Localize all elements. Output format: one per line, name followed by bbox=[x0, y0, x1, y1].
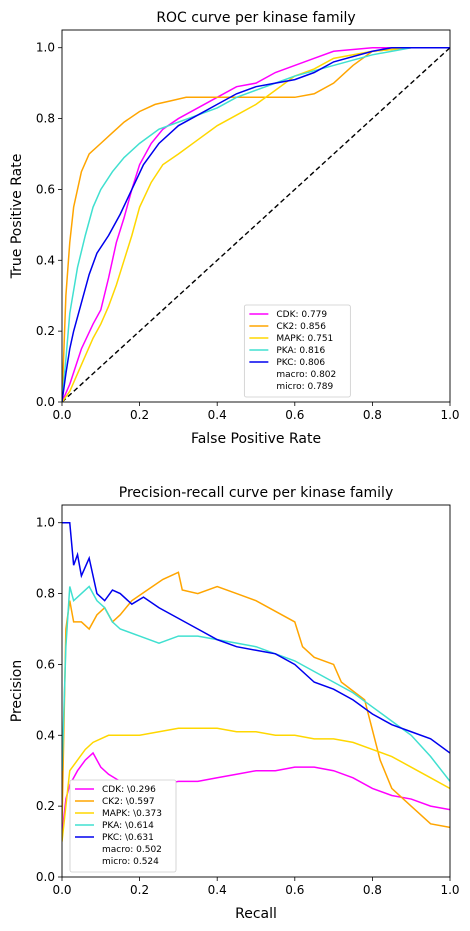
pr-title: Precision-recall curve per kinase family bbox=[119, 485, 393, 501]
legend-label: CK2: \0.597 bbox=[102, 797, 155, 807]
x-tick-label: 1.0 bbox=[440, 408, 459, 422]
y-tick-label: 0.8 bbox=[36, 587, 55, 601]
roc-chart: ROC curve per kinase family 0.0 0.2 0.4 0.6… bbox=[9, 10, 460, 447]
pr-chart: Precision-recall curve per kinase family… bbox=[9, 485, 460, 922]
series-line bbox=[62, 751, 450, 835]
legend-label: CK2: 0.856 bbox=[276, 322, 326, 332]
roc-xlabel: False Positive Rate bbox=[191, 431, 321, 447]
y-tick-label: 1.0 bbox=[36, 41, 55, 55]
series-line bbox=[62, 46, 450, 402]
y-tick-label: 0.4 bbox=[36, 253, 55, 267]
legend-label: MAPK: 0.751 bbox=[276, 334, 333, 344]
series-line bbox=[62, 521, 450, 754]
series-line bbox=[62, 585, 450, 782]
legend-label: macro: 0.502 bbox=[102, 845, 162, 855]
x-tick-label: 0.2 bbox=[130, 883, 149, 897]
y-tick-label: 1.0 bbox=[36, 516, 55, 530]
legend-label: micro: 0.524 bbox=[102, 857, 159, 867]
legend-label: PKC: 0.806 bbox=[276, 358, 325, 368]
x-tick-label: 0.8 bbox=[363, 408, 382, 422]
legend-label: MAPK: \0.373 bbox=[102, 809, 162, 819]
y-tick-label: 0.2 bbox=[36, 324, 55, 338]
series-line bbox=[62, 46, 450, 402]
x-tick-label: 0.0 bbox=[52, 883, 71, 897]
x-tick-label: 0.4 bbox=[208, 883, 227, 897]
y-tick-label: 0.6 bbox=[36, 182, 55, 196]
x-tick-label: 0.0 bbox=[52, 408, 71, 422]
axes-frame bbox=[61, 29, 451, 403]
legend: CDK: \0.296 CK2: \0.597 MAPK: \0.373 PKA: \… bbox=[69, 779, 177, 873]
series-line bbox=[62, 46, 450, 402]
legend: CDK: 0.779 CK2: 0.856 MAPK: 0.751 PKA: 0.81… bbox=[243, 304, 351, 398]
x-tick-label: 0.8 bbox=[363, 883, 382, 897]
series-line bbox=[62, 571, 450, 829]
legend-label: macro: 0.802 bbox=[276, 370, 336, 380]
axes-frame bbox=[61, 504, 451, 878]
pr-plot-area: 0.0 0.2 0.4 0.6 0.8 1.0 0.0 0.2 0.4 0.6 0.8 1.0 CDK:… bbox=[36, 504, 460, 897]
legend-label: CDK: \0.296 bbox=[102, 785, 156, 795]
series-line bbox=[62, 46, 450, 402]
legend-box bbox=[243, 304, 351, 398]
series-line bbox=[62, 727, 450, 842]
legend-label: PKA: 0.816 bbox=[276, 346, 325, 356]
y-tick-label: 0.0 bbox=[36, 870, 55, 884]
roc-plot-area: 0.0 0.2 0.4 0.6 0.8 1.0 0.0 0.2 0.4 0.6 0.8 1.0 CDK:… bbox=[36, 29, 460, 422]
legend-label: PKC: \0.631 bbox=[102, 833, 154, 843]
x-tick-label: 1.0 bbox=[440, 883, 459, 897]
y-tick-label: 0.8 bbox=[36, 112, 55, 126]
legend-label: CDK: 0.779 bbox=[276, 310, 327, 320]
y-tick-label: 0.4 bbox=[36, 728, 55, 742]
x-tick-label: 0.6 bbox=[285, 883, 304, 897]
x-tick-label: 0.6 bbox=[285, 408, 304, 422]
pr-xlabel: Recall bbox=[235, 906, 277, 922]
series-line bbox=[62, 46, 450, 402]
y-tick-label: 0.2 bbox=[36, 799, 55, 813]
legend-label: PKA: \0.614 bbox=[102, 821, 154, 831]
y-tick-label: 0.0 bbox=[36, 395, 55, 409]
legend-label: micro: 0.789 bbox=[276, 382, 333, 392]
x-tick-label: 0.2 bbox=[130, 408, 149, 422]
x-tick-label: 0.4 bbox=[208, 408, 227, 422]
roc-ylabel: True Positive Rate bbox=[9, 154, 25, 280]
pr-ylabel: Precision bbox=[9, 660, 25, 722]
legend-box bbox=[69, 779, 177, 873]
y-tick-label: 0.6 bbox=[36, 657, 55, 671]
roc-title: ROC curve per kinase family bbox=[156, 10, 355, 26]
